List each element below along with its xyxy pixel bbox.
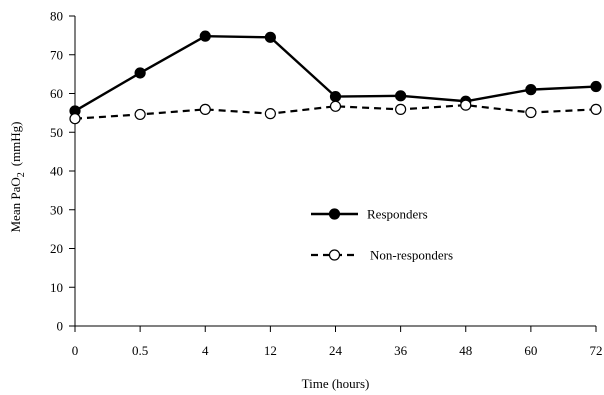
y-tick-label: 70	[50, 47, 63, 62]
data-point-non-responders	[590, 103, 602, 115]
data-point-responders	[329, 90, 342, 103]
data-point-non-responders	[134, 108, 146, 121]
x-tick-label: 24	[329, 343, 343, 358]
x-axis-ticks: 0 0.5 4 12 24 36 48 60 72	[72, 326, 603, 358]
y-axis-title-subscript: 2	[16, 172, 27, 177]
x-axis-title: Time (hours)	[302, 376, 370, 391]
legend-label-responders: Responders	[367, 207, 428, 222]
data-point-non-responders	[69, 113, 81, 125]
y-tick-label: 0	[57, 319, 64, 334]
data-point-responders	[264, 31, 276, 43]
data-point-non-responders	[264, 108, 276, 120]
data-point-non-responders	[199, 103, 211, 115]
data-point-responders	[199, 30, 211, 42]
data-point-responders	[525, 84, 537, 96]
legend: Responders Non-responders	[311, 207, 453, 263]
legend-marker-non-responders	[328, 249, 341, 261]
y-tick-label: 40	[50, 164, 63, 179]
y-axis-ticks: 0 10 20 30 40 50 60 70 80	[50, 9, 75, 334]
x-tick-label: 72	[590, 343, 603, 358]
y-axis-title: Mean PaO2 (mmHg)	[8, 121, 27, 232]
x-tick-label: 0	[72, 343, 79, 358]
y-tick-label: 30	[50, 202, 63, 217]
data-point-non-responders	[525, 106, 537, 119]
legend-label-non-responders: Non-responders	[370, 248, 453, 263]
data-point-responders	[395, 90, 407, 102]
x-tick-label: 36	[394, 343, 408, 358]
y-tick-label: 60	[50, 86, 63, 101]
y-tick-label: 80	[50, 9, 63, 24]
y-tick-label: 20	[50, 241, 63, 256]
x-tick-label: 60	[524, 343, 537, 358]
y-tick-label: 10	[50, 280, 63, 295]
data-point-non-responders	[395, 103, 407, 115]
x-tick-label: 4	[202, 343, 209, 358]
series-line-non-responders	[74, 104, 597, 120]
data-point-responders	[134, 67, 146, 79]
x-tick-label: 48	[459, 343, 472, 358]
x-tick-label: 12	[264, 343, 277, 358]
legend-marker-responders	[328, 208, 341, 220]
y-axis-title-unit: (mmHg)	[8, 121, 23, 166]
y-axis-title-main: Mean PaO	[8, 177, 23, 232]
x-tick-label: 0.5	[132, 343, 148, 358]
data-point-non-responders	[329, 100, 342, 112]
data-point-non-responders	[460, 99, 472, 111]
data-point-responders	[590, 80, 602, 93]
series-group	[69, 30, 602, 125]
y-tick-label: 50	[50, 125, 63, 140]
